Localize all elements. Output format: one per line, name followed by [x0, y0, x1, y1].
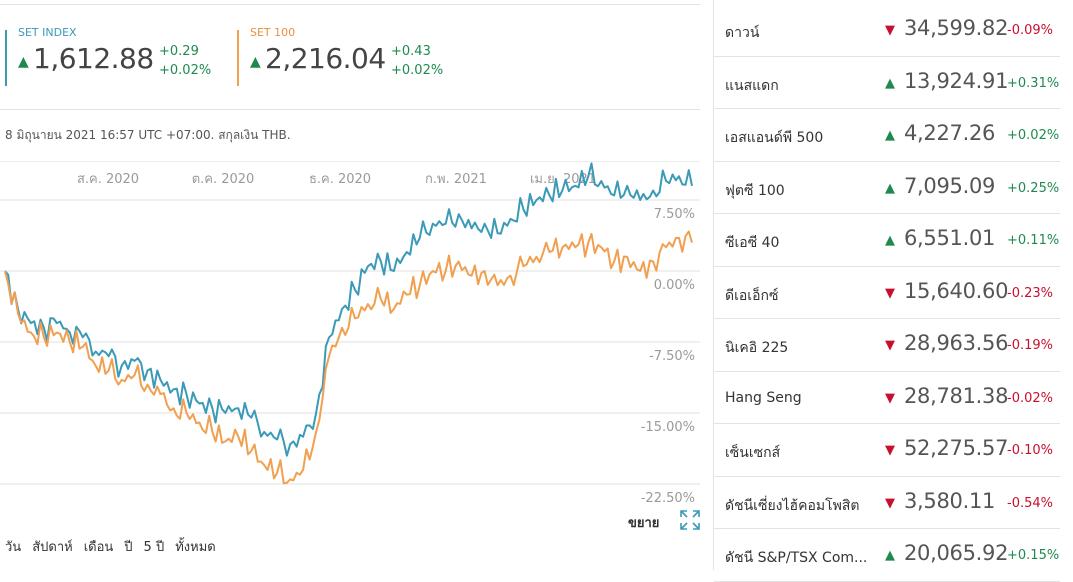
index-name: ดีเอเอ็กซ์: [725, 287, 779, 304]
y-tick-label: -15.00%: [641, 420, 695, 435]
range-option[interactable]: 5 ปี: [143, 540, 165, 555]
index-change: +0.25%: [1007, 180, 1060, 196]
index-row[interactable]: ดีเอเอ็กซ์ ▼ 15,640.60 -0.23%: [714, 267, 1060, 319]
series-color-bar: [5, 30, 7, 86]
index-value: 7,095.09: [904, 173, 996, 198]
series-line: [4, 230, 693, 485]
index-change: +0.15%: [1007, 548, 1060, 563]
x-tick-label: ต.ค. 2020: [192, 172, 255, 187]
index-value: 34,599.82: [904, 16, 1009, 40]
index-row[interactable]: ซีเอซี 40 ▲ 6,551.01 +0.11%: [714, 214, 1060, 267]
index-change: -0.10%: [1007, 443, 1053, 458]
ticker-price: 2,216.04: [265, 42, 386, 75]
x-tick-label: ก.พ. 2021: [425, 172, 487, 187]
divider: [0, 4, 700, 5]
range-selector: วัน สัปดาห์ เดือน ปี 5 ปี ทั้งหมด: [5, 536, 216, 557]
range-option[interactable]: เดือน: [83, 540, 114, 555]
index-value: 4,227.26: [904, 121, 996, 145]
index-name: เซ็นเซกส์: [725, 445, 781, 461]
divider: [0, 161, 700, 162]
range-option[interactable]: สัปดาห์: [32, 540, 73, 555]
up-arrow-icon: ▲: [18, 54, 29, 70]
up-arrow-icon: ▲: [885, 548, 895, 563]
index-name: เอสแอนด์พี 500: [725, 130, 824, 146]
index-value: 15,640.60: [904, 278, 1009, 303]
index-value: 20,065.92: [904, 541, 1009, 565]
expand-label[interactable]: ขยาย: [628, 516, 660, 531]
ticker-price: 1,612.88: [33, 42, 154, 75]
index-change: -0.02%: [1007, 390, 1053, 406]
index-value: 28,963.56: [904, 331, 1009, 355]
index-row[interactable]: ดัชนี S&P/TSX Com... ▲ 20,065.92 +0.15%: [714, 529, 1060, 582]
down-arrow-icon: ▼: [885, 23, 895, 38]
down-arrow-icon: ▼: [885, 285, 895, 301]
ticker-change-value: +0.43: [391, 44, 431, 59]
index-value: 3,580.11: [904, 488, 996, 513]
ticker-change-percent: +0.02%: [391, 63, 444, 78]
index-row[interactable]: ฟุตซี 100 ▲ 7,095.09 +0.25%: [714, 162, 1060, 214]
ticker-change-value: +0.29: [159, 44, 199, 59]
up-arrow-icon: ▲: [885, 233, 895, 248]
index-name: ซีเอซี 40: [725, 235, 780, 251]
up-arrow-icon: ▲: [250, 54, 261, 70]
range-option[interactable]: ทั้งหมด: [175, 540, 216, 555]
index-name: ดัชนีเซี่ยงไฮ้คอมโพสิต: [725, 497, 860, 514]
down-arrow-icon: ▼: [885, 495, 895, 511]
y-tick-label: -7.50%: [649, 349, 695, 364]
ticker-change: +0.29 +0.02%: [159, 42, 211, 80]
divider: [0, 109, 700, 110]
index-value: 52,275.57: [904, 436, 1009, 460]
index-chart[interactable]: ส.ค. 2020 ต.ค. 2020 ธ.ค. 2020 ก.พ. 2021 เม.ย…: [0, 162, 700, 502]
down-arrow-icon: ▼: [885, 443, 895, 458]
ticker-change: +0.43 +0.02%: [391, 42, 443, 80]
index-row[interactable]: ดาวน์ ▼ 34,599.82 -0.09%: [714, 4, 1060, 57]
index-name: แนสแดก: [725, 77, 779, 94]
index-value: 13,924.91: [904, 68, 1009, 93]
y-tick-label: 7.50%: [654, 207, 695, 222]
up-arrow-icon: ▲: [885, 75, 895, 91]
index-name: ฟุตซี 100: [725, 182, 785, 199]
index-change: +0.11%: [1007, 233, 1060, 248]
up-arrow-icon: ▲: [885, 128, 895, 143]
down-arrow-icon: ▼: [885, 338, 895, 353]
panel-divider: [713, 0, 714, 570]
index-change: +0.31%: [1007, 75, 1060, 91]
index-row[interactable]: ดัชนีเซี่ยงไฮ้คอมโพสิต ▼ 3,580.11 -0.54%: [714, 477, 1060, 529]
index-name: นิเคอิ 225: [725, 340, 789, 356]
ticker-name: SET 100: [250, 26, 296, 39]
index-row[interactable]: เซ็นเซกส์ ▼ 52,275.57 -0.10%: [714, 424, 1060, 477]
down-arrow-icon: ▼: [885, 390, 895, 406]
range-option[interactable]: ปี: [124, 540, 133, 555]
index-name: ดาวน์: [725, 25, 760, 41]
chart-panel: SET INDEX ▲ 1,612.88 +0.29 +0.02% SET 10…: [0, 4, 701, 557]
x-tick-label: ส.ค. 2020: [77, 172, 139, 187]
index-value: 28,781.38: [904, 383, 1009, 408]
ticker-name: SET INDEX: [18, 26, 77, 39]
series-line: [4, 162, 693, 457]
series-color-bar: [237, 30, 239, 86]
index-row[interactable]: Hang Seng ▼ 28,781.38 -0.02%: [714, 372, 1060, 424]
index-row[interactable]: แนสแดก ▲ 13,924.91 +0.31%: [714, 57, 1060, 109]
index-row[interactable]: นิเคอิ 225 ▼ 28,963.56 -0.19%: [714, 319, 1060, 372]
index-change: +0.02%: [1007, 128, 1060, 143]
index-change: -0.19%: [1007, 338, 1053, 353]
as-of-timestamp: 8 มิถุนายน 2021 16:57 UTC +07:00. สกุลเง…: [5, 128, 291, 142]
index-name: Hang Seng: [725, 389, 802, 406]
x-tick-label: ธ.ค. 2020: [309, 172, 371, 187]
index-row[interactable]: เอสแอนด์พี 500 ▲ 4,227.26 +0.02%: [714, 109, 1060, 162]
y-tick-label: -22.50%: [641, 491, 695, 502]
index-change: -0.09%: [1007, 23, 1053, 38]
up-arrow-icon: ▲: [885, 180, 895, 196]
ticker-change-percent: +0.02%: [159, 63, 212, 78]
index-value: 6,551.01: [904, 226, 996, 250]
expand-icon[interactable]: [679, 509, 701, 531]
y-tick-label: 0.00%: [654, 278, 695, 293]
index-name: ดัชนี S&P/TSX Com...: [725, 550, 868, 566]
range-option[interactable]: วัน: [5, 540, 22, 555]
index-change: -0.54%: [1007, 495, 1053, 511]
world-indices-list: ดาวน์ ▼ 34,599.82 -0.09% แนสแดก ▲ 13,924.91 +0.…: [714, 4, 1073, 582]
index-change: -0.23%: [1007, 285, 1053, 301]
